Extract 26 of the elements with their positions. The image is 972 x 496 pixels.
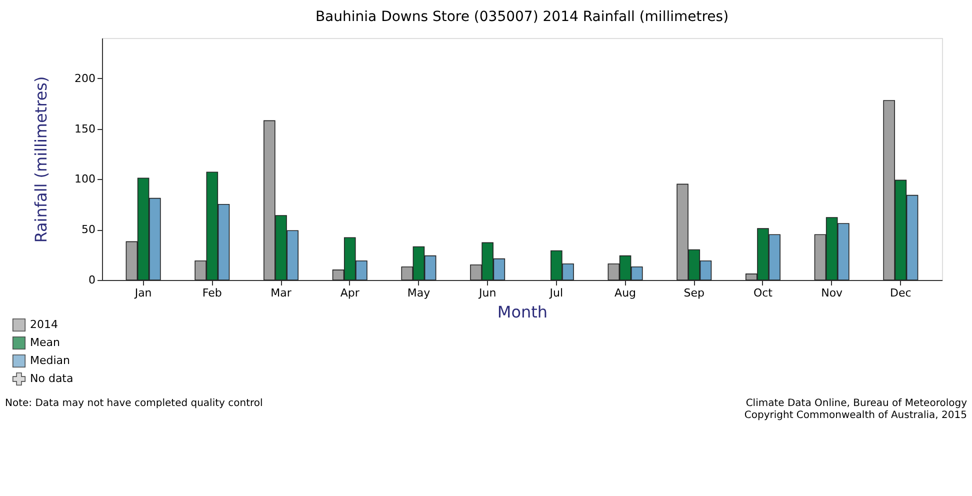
- x-tick-label: Feb: [202, 286, 222, 300]
- text: Climate Data Online, Bureau of Meteorology Copyright Commonwealth of Australia, 2015: [744, 398, 968, 421]
- x-tick-label: Jul: [548, 286, 564, 300]
- y-tick-label: 50: [82, 223, 96, 236]
- x-tick-label: Mar: [270, 286, 292, 300]
- x-tick-label: Sep: [684, 286, 705, 300]
- x-tick-label: Jan: [134, 286, 152, 300]
- x-tick-label: May: [407, 286, 431, 300]
- x-tick-label: Oct: [753, 286, 774, 300]
- x-tick-label: Dec: [890, 286, 912, 300]
- y-axis-title: Rainfall (millimetres): [32, 76, 51, 243]
- legend-label: 2014: [30, 318, 58, 331]
- chart-title: Bauhinia Downs Store (035007) 2014 Rainfall (millimetres): [315, 9, 729, 25]
- text: Note: Data may not have completed quality control: [5, 398, 263, 409]
- y-tick-label: 100: [74, 172, 96, 186]
- x-axis-title: Month: [497, 302, 548, 322]
- y-tick-label: 200: [74, 72, 96, 85]
- legend-label: No data: [30, 372, 74, 385]
- y-tick-label: 150: [74, 122, 96, 136]
- y-tick-label: 0: [88, 274, 96, 286]
- x-tick-label: Aug: [614, 286, 636, 300]
- x-tick-label: Jun: [478, 286, 496, 300]
- legend-label: Mean: [30, 336, 60, 349]
- legend-label: Median: [30, 354, 70, 367]
- x-tick-label: Apr: [340, 286, 360, 300]
- x-tick-label: Nov: [821, 286, 844, 300]
